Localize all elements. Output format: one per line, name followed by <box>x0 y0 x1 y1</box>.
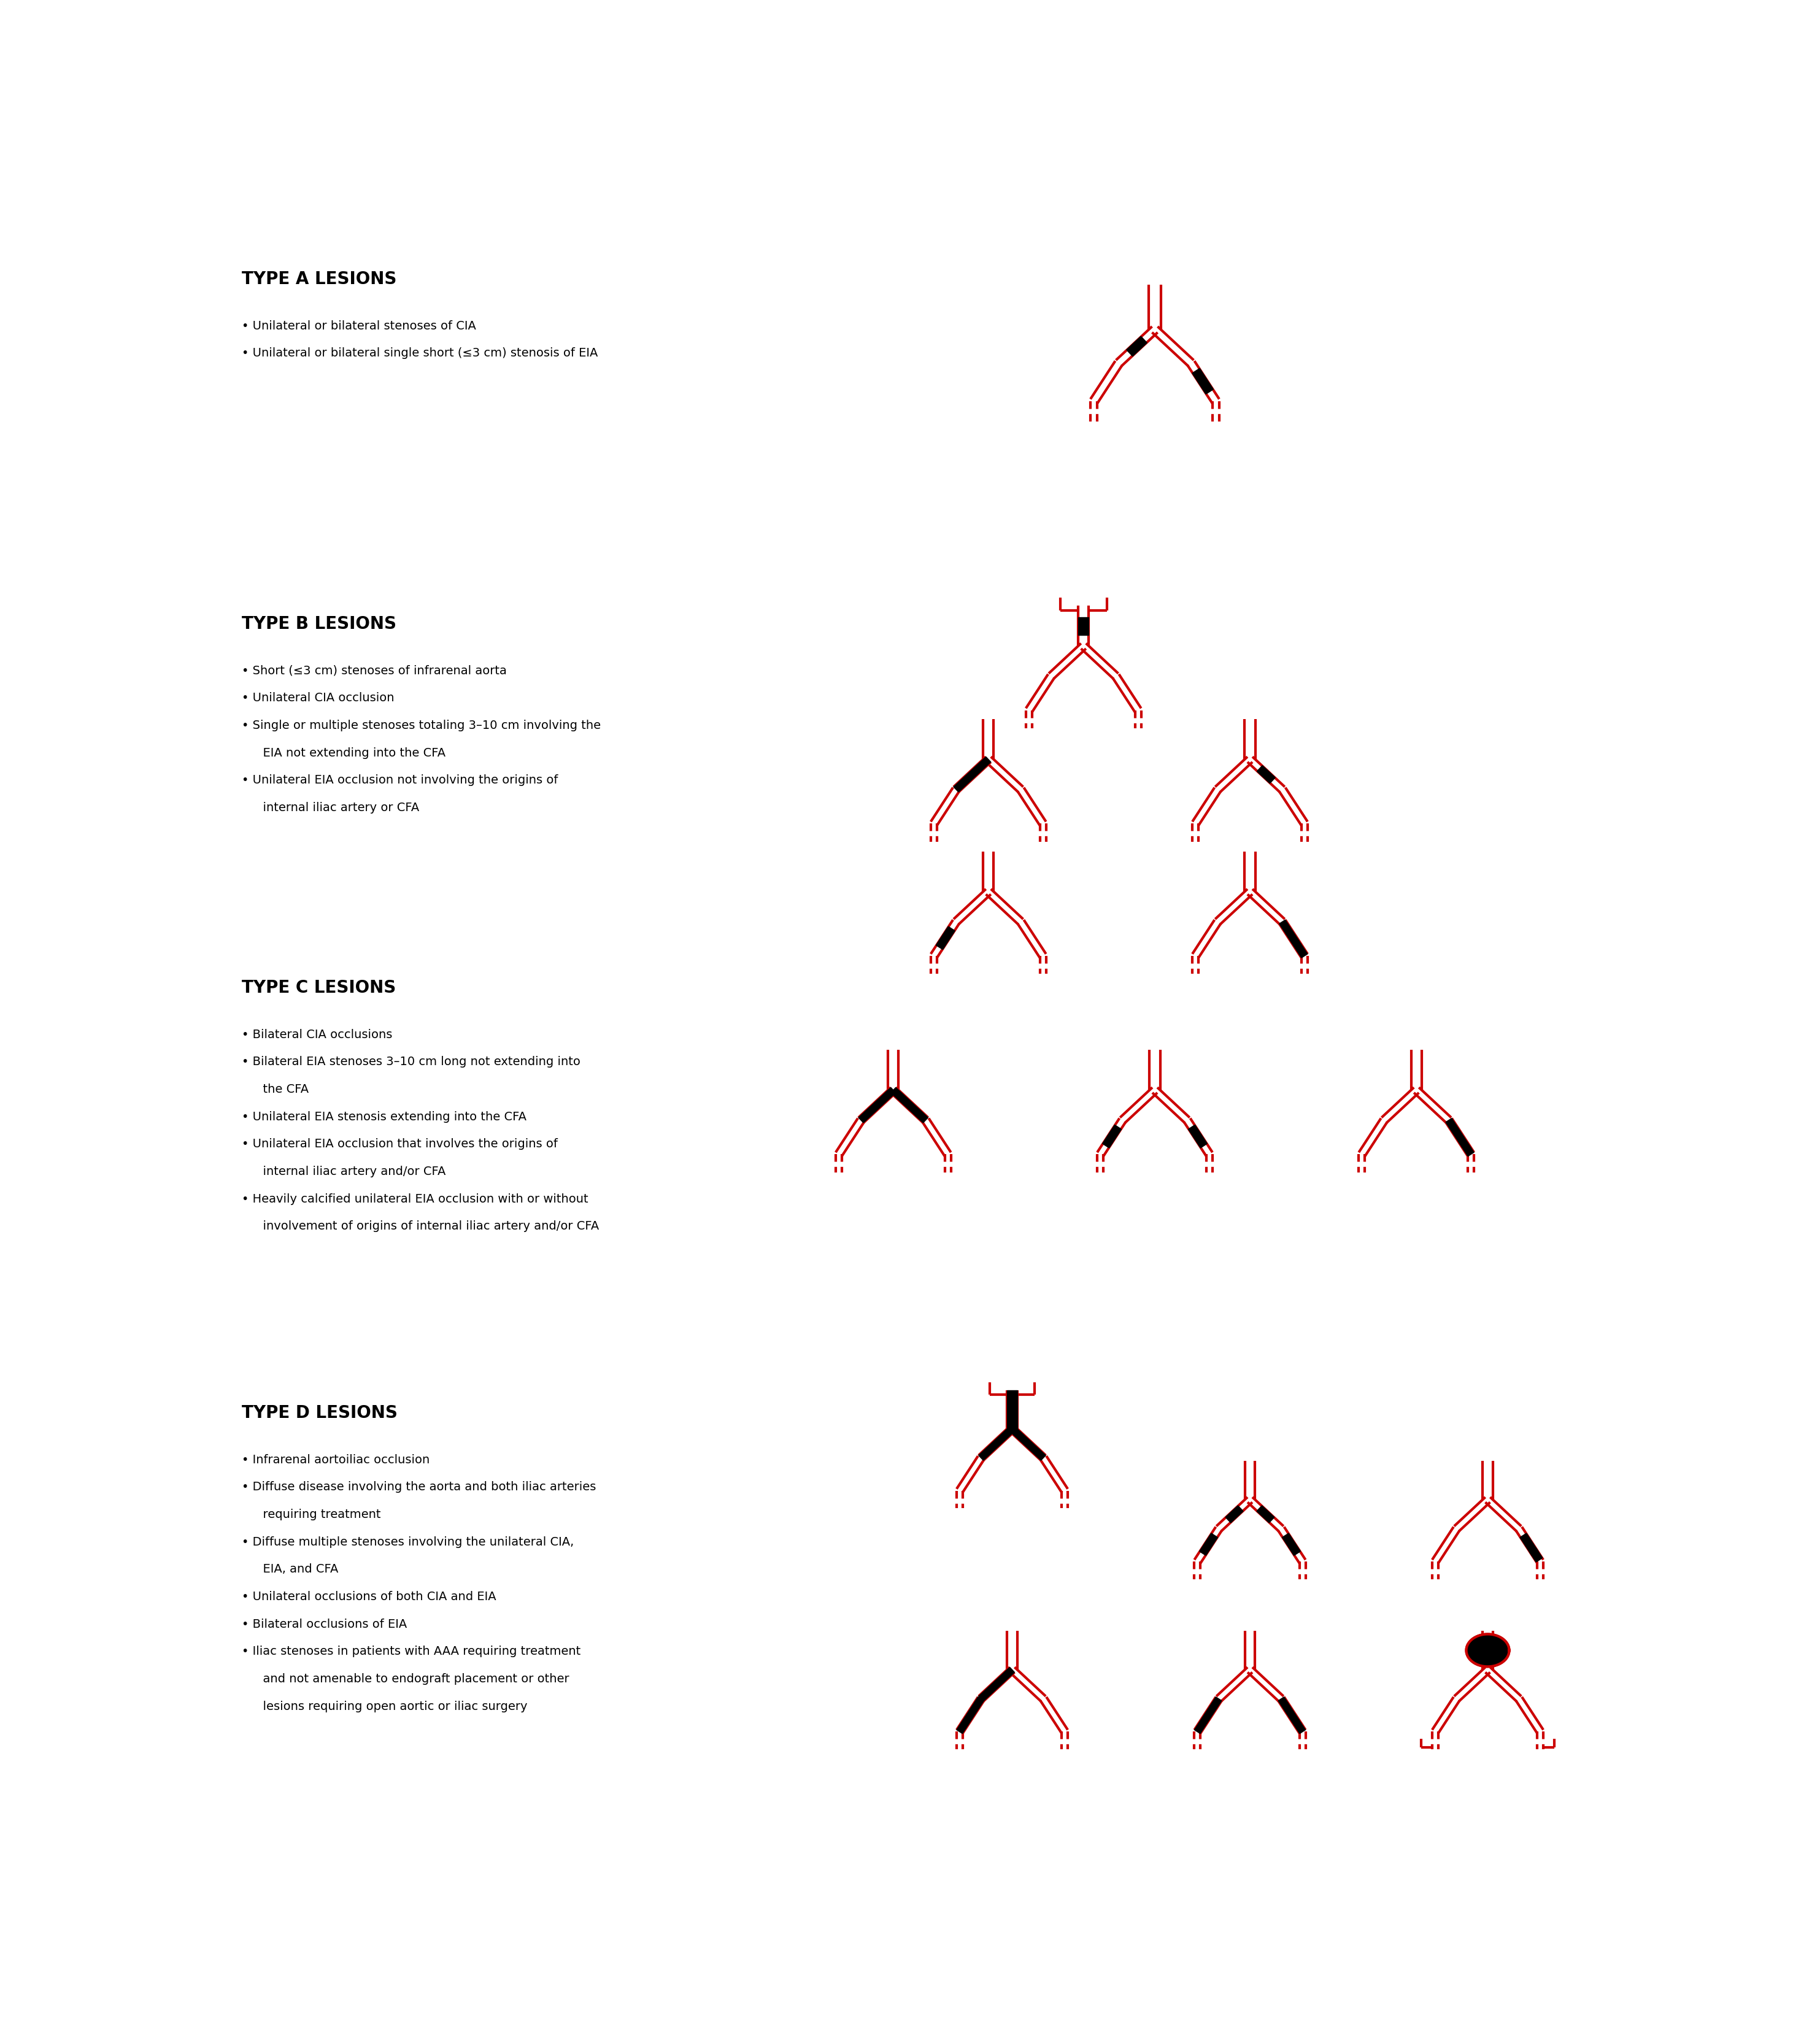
Polygon shape <box>1256 1506 1274 1524</box>
Text: • Iliac stenoses in patients with AAA requiring treatment: • Iliac stenoses in patients with AAA re… <box>242 1646 581 1658</box>
Text: the CFA: the CFA <box>255 1083 309 1096</box>
Text: • Unilateral EIA occlusion not involving the origins of: • Unilateral EIA occlusion not involving… <box>242 775 559 785</box>
Polygon shape <box>1278 1696 1305 1733</box>
Text: • Diffuse multiple stenoses involving the unilateral CIA,: • Diffuse multiple stenoses involving th… <box>242 1536 573 1548</box>
Polygon shape <box>979 1426 1014 1461</box>
Polygon shape <box>1010 1426 1046 1461</box>
Polygon shape <box>1520 1534 1538 1556</box>
Polygon shape <box>1283 1534 1301 1556</box>
Polygon shape <box>1188 1124 1207 1148</box>
Text: • Unilateral or bilateral single short (≤3 cm) stenosis of EIA: • Unilateral or bilateral single short (… <box>242 347 599 359</box>
Polygon shape <box>979 1668 1014 1702</box>
Text: TYPE A LESIONS: TYPE A LESIONS <box>242 270 397 288</box>
Polygon shape <box>1529 1548 1543 1562</box>
Text: TYPE B LESIONS: TYPE B LESIONS <box>242 615 397 633</box>
Text: • Unilateral EIA stenosis extending into the CFA: • Unilateral EIA stenosis extending into… <box>242 1110 526 1122</box>
Text: • Diffuse disease involving the aorta and both iliac arteries: • Diffuse disease involving the aorta an… <box>242 1481 597 1493</box>
Text: and not amenable to endograft placement or other: and not amenable to endograft placement … <box>255 1674 570 1684</box>
Text: • Bilateral EIA stenoses 3–10 cm long not extending into: • Bilateral EIA stenoses 3–10 cm long no… <box>242 1055 581 1067</box>
Text: internal iliac artery and/or CFA: internal iliac artery and/or CFA <box>255 1167 446 1177</box>
Text: EIA not extending into the CFA: EIA not extending into the CFA <box>255 747 446 759</box>
Text: • Unilateral CIA occlusion: • Unilateral CIA occlusion <box>242 692 395 704</box>
Text: involvement of origins of internal iliac artery and/or CFA: involvement of origins of internal iliac… <box>255 1221 599 1232</box>
Polygon shape <box>1199 1534 1218 1556</box>
Polygon shape <box>859 1088 895 1122</box>
Polygon shape <box>1006 1390 1017 1428</box>
Text: internal iliac artery or CFA: internal iliac artery or CFA <box>255 801 419 814</box>
Text: • Single or multiple stenoses totaling 3–10 cm involving the: • Single or multiple stenoses totaling 3… <box>242 720 601 730</box>
Polygon shape <box>1467 1633 1509 1666</box>
Polygon shape <box>1127 337 1147 357</box>
Polygon shape <box>1194 1696 1221 1733</box>
Text: • Unilateral EIA occlusion that involves the origins of: • Unilateral EIA occlusion that involves… <box>242 1138 557 1150</box>
Polygon shape <box>1103 1124 1121 1148</box>
Text: • Heavily calcified unilateral EIA occlusion with or without: • Heavily calcified unilateral EIA occlu… <box>242 1193 588 1205</box>
Text: EIA, and CFA: EIA, and CFA <box>255 1564 339 1575</box>
Text: • Bilateral occlusions of EIA: • Bilateral occlusions of EIA <box>242 1619 408 1629</box>
Polygon shape <box>1192 369 1214 394</box>
Polygon shape <box>1445 1118 1474 1157</box>
Text: • Infrarenal aortoiliac occlusion: • Infrarenal aortoiliac occlusion <box>242 1455 430 1465</box>
Polygon shape <box>1258 765 1276 783</box>
Polygon shape <box>1225 1506 1243 1524</box>
Polygon shape <box>957 1696 985 1733</box>
Polygon shape <box>954 757 990 791</box>
Text: lesions requiring open aortic or iliac surgery: lesions requiring open aortic or iliac s… <box>255 1700 528 1712</box>
Text: TYPE C LESIONS: TYPE C LESIONS <box>242 980 397 996</box>
Text: requiring treatment: requiring treatment <box>255 1510 380 1520</box>
Polygon shape <box>890 1088 928 1122</box>
Text: • Unilateral occlusions of both CIA and EIA: • Unilateral occlusions of both CIA and … <box>242 1591 497 1603</box>
Text: • Short (≤3 cm) stenoses of infrarenal aorta: • Short (≤3 cm) stenoses of infrarenal a… <box>242 666 506 676</box>
Text: TYPE D LESIONS: TYPE D LESIONS <box>242 1404 397 1422</box>
Polygon shape <box>1077 617 1088 635</box>
Polygon shape <box>935 927 956 950</box>
Text: • Unilateral or bilateral stenoses of CIA: • Unilateral or bilateral stenoses of CI… <box>242 321 477 331</box>
Polygon shape <box>1279 919 1307 958</box>
Text: • Bilateral CIA occlusions: • Bilateral CIA occlusions <box>242 1029 393 1041</box>
